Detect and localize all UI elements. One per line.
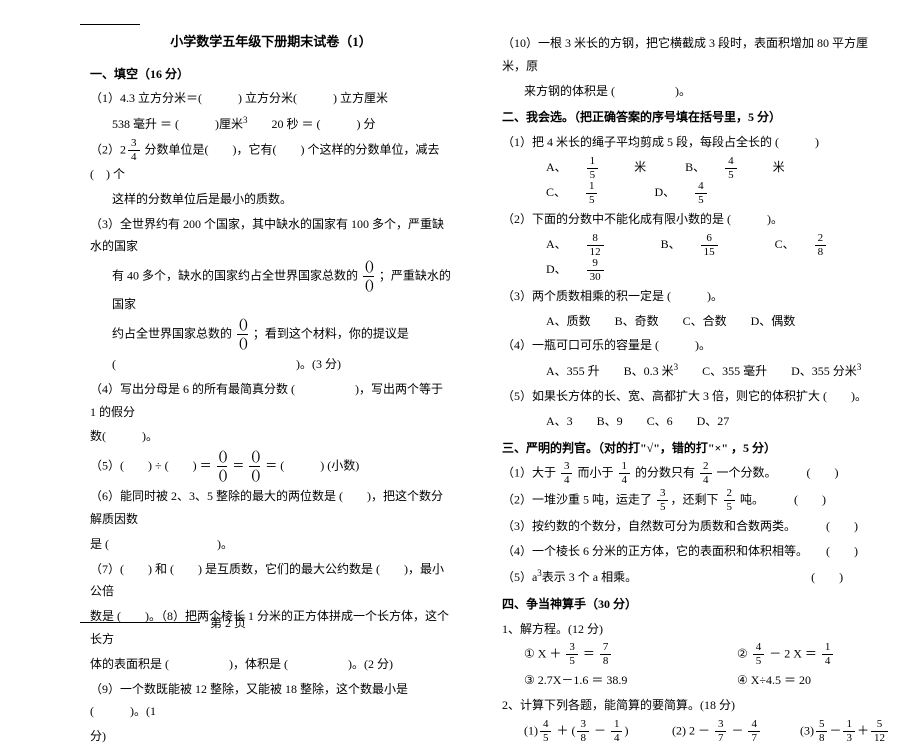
q5: （5）( ) ÷ ( ) ＝ ( )( ) ＝ ( )( ) ＝ ( ) (小数… xyxy=(90,450,452,483)
section-2-heading: 二、我会选。（把正确答案的序号填在括号里，5 分） xyxy=(502,106,890,129)
footer-page: 第 2 页 xyxy=(210,614,246,631)
doc-title: 小学数学五年级下册期末试卷（1） xyxy=(90,30,452,55)
q5b: ＝ xyxy=(232,459,247,473)
j3: （3）按约数的个数分，自然数可分为质数和合数两类。 ( ) xyxy=(502,515,890,538)
r5: （5）如果长方体的长、宽、高都扩大 3 倍，则它的体积扩大 ( )。 xyxy=(502,385,890,408)
q3b-line: 有 40 多个，缺水的国家约占全世界国家总数的 ( )( ) ；严重缺水的国家 xyxy=(90,260,452,316)
q3d-line: 约占全世界国家总数的 ( )( ) ；看到这个材料，你的提议是 xyxy=(90,318,452,351)
q2c: 这样的分数单位后是最小的质数。 xyxy=(90,188,452,211)
q10b: 来方钢的体积是 ( )。 xyxy=(502,80,890,103)
top-rule xyxy=(80,24,140,25)
q1b-text: 538 毫升 ＝ ( )厘米 xyxy=(112,117,243,131)
r4: （4）一瓶可口可乐的容量是 ( )。 xyxy=(502,334,890,357)
q5-bigfrac2: ( )( ) xyxy=(249,450,260,483)
eq-row1: ① X ＋ 35 ＝ 78 ② 45 － 2 X ＝ 14 xyxy=(502,642,890,667)
right-column: （10）一根 3 米长的方钢，把它横截成 3 段时，表面积增加 80 平方厘米，… xyxy=(477,30,900,621)
q7b: 数是 ( )。（8）把两个棱长 1 分米的正方体拼成一个长方体，这个长方 xyxy=(90,605,452,651)
q3b: 有 40 多个，缺水的国家约占全世界国家总数的 xyxy=(112,269,361,283)
r4c: A、355 升 B、0.3 米3 C、355 毫升 D、355 分米3 xyxy=(502,359,890,383)
q10a: （10）一根 3 米长的方钢，把它横截成 3 段时，表面积增加 80 平方厘米，… xyxy=(502,32,890,78)
j1: （1）大于 34 而小于 14 的分数只有 24 一个分数。 ( ) xyxy=(502,461,890,486)
q5c: ＝ ( ) (小数) xyxy=(265,459,359,473)
section-3-heading: 三、严明的判官。（对的打"√"，错的打"×" ，5 分） xyxy=(502,437,890,460)
section-4-heading: 四、争当神算手（30 分） xyxy=(502,593,890,616)
q1b: 538 毫升 ＝ ( )厘米3 20 秒 ＝ ( ) 分 xyxy=(90,112,452,136)
q6b: 是 ( )。 xyxy=(90,533,452,556)
r5c: A、3 B、9 C、6 D、27 xyxy=(502,410,890,433)
r1-choices: A、15 米 B、45 米 C、15 D、45 xyxy=(502,156,890,206)
q3a: （3）全世界约有 200 个国家，其中缺水的国家有 100 多个，严重缺水的国家 xyxy=(90,213,452,259)
q2-frac: 34 xyxy=(128,138,140,163)
q3d: 约占全世界国家总数的 xyxy=(112,326,235,340)
footer-rule xyxy=(80,622,200,623)
q2a: （2）2 xyxy=(90,142,126,156)
q7a: （7）( ) 和 ( ) 是互质数，它们的最大公约数是 ( )，最小公倍 xyxy=(90,558,452,604)
left-column: 小学数学五年级下册期末试卷（1） 一、填空（16 分） （1）4.3 立方分米＝… xyxy=(80,30,477,621)
eq-row2: ③ 2.7X－1.6 ＝ 38.9 ④ X÷4.5 ＝ 20 xyxy=(502,669,890,692)
j4: （4）一个棱长 6 分米的正方体，它的表面积和体积相等。 ( ) xyxy=(502,540,890,563)
calc-row: (1)45 ＋ (38 － 14) (2) 2 － 37 － 47 (3)58－… xyxy=(502,719,890,744)
q2b: 分数单位是( )，它有( ) 个这样的分数单位，减去 ( ) 个 xyxy=(90,142,440,181)
q4b: 数( )。 xyxy=(90,425,452,448)
q3-bigfrac1: ( )( ) xyxy=(363,260,374,293)
q3e: ；看到这个材料，你的提议是 xyxy=(253,326,409,340)
r3: （3）两个质数相乘的积一定是 ( )。 xyxy=(502,285,890,308)
q1c-text: 20 秒 ＝ ( ) 分 xyxy=(248,117,376,131)
q5-bigfrac1: ( )( ) xyxy=(217,450,228,483)
j2: （2）一堆沙重 5 吨，运走了 35，还剩下 25 吨。 ( ) xyxy=(502,488,890,513)
q3f: ( )。(3 分) xyxy=(90,353,452,376)
q3-bigfrac2: ( )( ) xyxy=(237,318,248,351)
q1: （1）4.3 立方分米＝( ) 立方分米( ) 立方厘米 xyxy=(90,87,452,110)
s4b: 2、计算下列各题，能简算的要简算。(18 分) xyxy=(502,694,890,717)
q5a: （5）( ) ÷ ( ) ＝ xyxy=(90,459,215,473)
s4a: 1、解方程。(12 分) xyxy=(502,618,890,641)
page: 小学数学五年级下册期末试卷（1） 一、填空（16 分） （1）4.3 立方分米＝… xyxy=(0,0,920,651)
q7c: 体的表面积是 ( )，体积是 ( )。(2 分) xyxy=(90,653,452,676)
j5: （5）a3表示 3 个 a 相乘。 ( ) xyxy=(502,565,890,589)
r2: （2）下面的分数中不能化成有限小数的是 ( )。 xyxy=(502,208,890,231)
q9a: （9）一个数既能被 12 整除，又能被 18 整除，这个数最小是 ( )。(1 xyxy=(90,678,452,724)
q2: （2）234 分数单位是( )，它有( ) 个这样的分数单位，减去 ( ) 个 xyxy=(90,138,452,186)
q9b: 分) xyxy=(90,725,452,748)
section-1-heading: 一、填空（16 分） xyxy=(90,63,452,86)
r1: （1）把 4 米长的绳子平均剪成 5 段，每段占全长的 ( ) xyxy=(502,131,890,154)
q4a: （4）写出分母是 6 的所有最简真分数 ( )，写出两个等于 1 的假分 xyxy=(90,378,452,424)
r3c: A、质数 B、奇数 C、合数 D、偶数 xyxy=(502,310,890,333)
r2-choices: A、812 B、615 C、28 D、930 xyxy=(502,233,890,283)
q6a: （6）能同时被 2、3、5 整除的最大的两位数是 ( )，把这个数分解质因数 xyxy=(90,485,452,531)
